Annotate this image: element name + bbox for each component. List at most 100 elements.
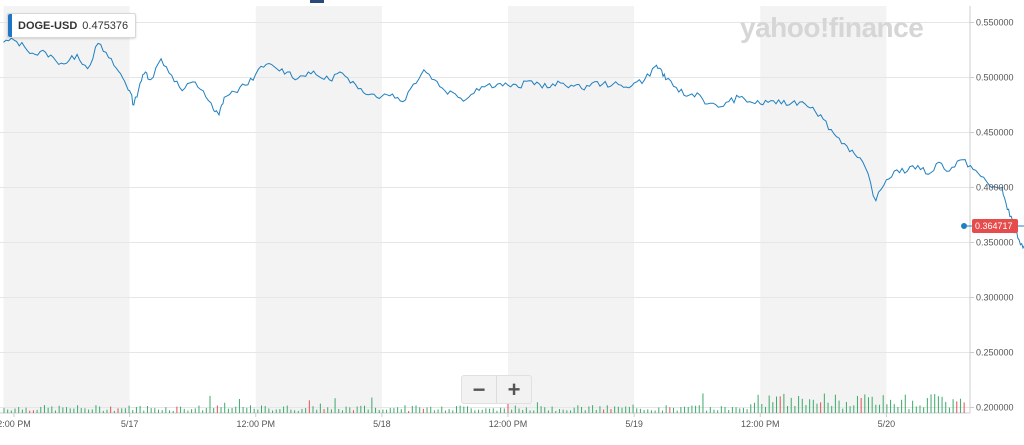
volume-bar <box>533 410 535 413</box>
volume-bar <box>860 397 862 413</box>
volume-bar <box>923 407 925 413</box>
volume-bar <box>275 409 277 413</box>
volume-bar <box>80 408 82 413</box>
x-tick-label: 12:00 PM <box>489 419 528 429</box>
volume-bar <box>720 406 722 413</box>
volume-bar <box>691 405 693 413</box>
volume-bar <box>919 405 921 413</box>
volume-bar <box>10 410 12 413</box>
volume-bar <box>772 402 774 413</box>
volume-bar <box>84 408 86 413</box>
volume-bar <box>856 395 858 413</box>
ticker-legend[interactable]: DOGE-USD 0.475376 <box>7 13 137 38</box>
volume-bar <box>673 407 675 413</box>
volume-bar <box>441 406 443 413</box>
volume-bar <box>172 410 174 413</box>
volume-bar <box>132 410 134 413</box>
volume-bar <box>956 401 958 413</box>
x-tick-label: 12:00 PM <box>741 419 780 429</box>
volume-bar <box>547 410 549 413</box>
volume-bar <box>150 408 152 413</box>
shaded-band <box>760 6 887 413</box>
volume-bar <box>934 394 936 413</box>
volume-bar <box>610 409 612 413</box>
volume-bars <box>3 393 965 413</box>
volume-bar <box>522 409 524 413</box>
volume-bar <box>628 406 630 413</box>
x-tick-label: 12:00 PM <box>236 419 275 429</box>
volume-bar <box>853 405 855 413</box>
volume-bar <box>511 409 513 413</box>
volume-bar <box>879 404 881 413</box>
volume-bar <box>669 407 671 413</box>
volume-bar <box>595 409 597 413</box>
volume-bar <box>205 408 207 413</box>
volume-bar <box>194 408 196 413</box>
volume-bar <box>319 403 321 413</box>
volume-bar <box>106 409 108 413</box>
volume-bar <box>286 405 288 413</box>
volume-bar <box>650 410 652 413</box>
volume-bar <box>636 408 638 413</box>
zoom-out-button[interactable]: − <box>462 376 497 403</box>
x-tick-label: 5/17 <box>121 419 139 429</box>
volume-bar <box>54 410 56 413</box>
volume-bar <box>632 404 634 413</box>
volume-bar <box>816 403 818 413</box>
volume-bar <box>787 406 789 413</box>
volume-bar <box>327 407 329 413</box>
volume-bar <box>58 405 60 413</box>
volume-bar <box>467 406 469 413</box>
volume-bar <box>680 407 682 413</box>
volume-bar <box>474 410 476 413</box>
volume-bar <box>573 407 575 413</box>
volume-bar <box>330 409 332 413</box>
volume-bar <box>43 405 45 413</box>
volume-bar <box>169 410 171 413</box>
volume-bar <box>408 410 410 413</box>
volume-bar <box>117 408 119 413</box>
volume-bar <box>617 406 619 413</box>
zoom-in-button[interactable]: + <box>507 376 521 402</box>
volume-bar <box>386 409 388 413</box>
y-tick-label: 0.500000 <box>976 73 1014 83</box>
series-layer <box>3 37 1024 250</box>
volume-bar <box>963 402 965 413</box>
volume-bar <box>562 409 564 413</box>
volume-bar <box>389 408 391 413</box>
volume-bar <box>941 396 943 413</box>
volume-bar <box>323 409 325 413</box>
volume-bar <box>897 407 899 413</box>
volume-bar <box>746 409 748 413</box>
volume-bar <box>455 406 457 413</box>
volume-bar <box>698 405 700 413</box>
volume-bar <box>459 405 461 413</box>
volume-bar <box>176 406 178 413</box>
volume-bar <box>849 406 851 413</box>
volume-bar <box>742 407 744 413</box>
volume-bar <box>135 407 137 413</box>
range-indicator[interactable] <box>310 0 324 3</box>
volume-bar <box>695 405 697 413</box>
volume-bar <box>216 405 218 413</box>
volume-bar <box>485 408 487 413</box>
last-price-dot <box>961 223 967 229</box>
y-tick-label: 0.250000 <box>976 348 1014 358</box>
volume-bar <box>397 407 399 413</box>
volume-bar <box>606 405 608 413</box>
volume-bar <box>798 396 800 413</box>
y-tick-label: 0.300000 <box>976 293 1014 303</box>
volume-bar <box>69 408 71 413</box>
volume-bar <box>124 408 126 413</box>
volume-bar <box>246 407 248 413</box>
volume-bar <box>783 393 785 413</box>
zoom-controls: − + <box>461 375 532 404</box>
volume-bar <box>735 407 737 413</box>
volume-bar <box>371 397 373 413</box>
volume-bar <box>614 406 616 413</box>
volume-bar <box>444 410 446 413</box>
volume-bar <box>639 408 641 413</box>
volume-bar <box>143 410 145 413</box>
